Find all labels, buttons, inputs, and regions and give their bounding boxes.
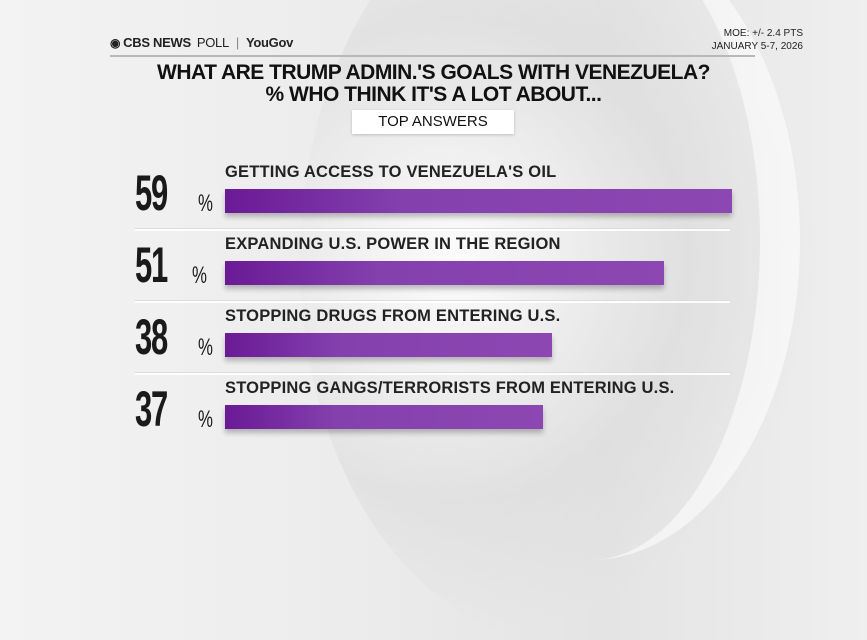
bar (225, 333, 552, 357)
chart-title: WHAT ARE TRUMP ADMIN.'S GOALS WITH VENEZ… (0, 62, 867, 106)
bar (225, 261, 664, 285)
header-rule (110, 55, 755, 57)
logo-partner: YouGov (245, 35, 294, 50)
percent-sign: % (192, 262, 207, 289)
percent-value: 38 (135, 309, 168, 365)
bar-row: 51% EXPANDING U.S. POWER IN THE REGION (135, 229, 735, 301)
row-divider (135, 228, 730, 231)
percent-sign: % (198, 334, 213, 361)
bar-label: STOPPING GANGS/TERRORISTS FROM ENTERING … (225, 379, 675, 397)
poll-dates: JANUARY 5-7, 2026 (711, 41, 803, 52)
top-answers-pill: TOP ANSWERS (352, 110, 514, 134)
title-line-1: WHAT ARE TRUMP ADMIN.'S GOALS WITH VENEZ… (157, 61, 710, 84)
percent-value: 59 (135, 165, 168, 221)
logo-product: POLL (196, 35, 229, 50)
logo-brand: CBS NEWS (123, 35, 191, 50)
bar (225, 405, 544, 429)
bar-label: GETTING ACCESS TO VENEZUELA'S OIL (225, 163, 557, 181)
bar (225, 189, 733, 213)
cbs-eye-icon: ◉ (110, 35, 121, 50)
bar-row: 38% STOPPING DRUGS FROM ENTERING U.S. (135, 301, 735, 373)
poll-meta: MOE: +/- 2.4 PTS JANUARY 5-7, 2026 (712, 27, 803, 53)
percent-value: 37 (135, 381, 168, 437)
row-divider (135, 300, 730, 303)
row-divider (135, 372, 730, 375)
bar-label: EXPANDING U.S. POWER IN THE REGION (225, 235, 561, 253)
bar-row: 37% STOPPING GANGS/TERRORISTS FROM ENTERI… (135, 373, 735, 445)
percent-sign: % (198, 406, 213, 433)
bar-row: 59% GETTING ACCESS TO VENEZUELA'S OIL (135, 157, 735, 229)
cbs-news-poll-logo: ◉ CBS NEWS POLL | YouGov (110, 35, 293, 50)
bar-label: STOPPING DRUGS FROM ENTERING U.S. (225, 307, 561, 325)
logo-separator: | (235, 35, 239, 50)
percent-sign: % (198, 190, 213, 217)
margin-of-error: MOE: +/- 2.4 PTS (723, 28, 803, 39)
title-line-2: % WHO THINK IT'S A LOT ABOUT... (265, 83, 602, 106)
percent-value: 51 (135, 237, 168, 293)
